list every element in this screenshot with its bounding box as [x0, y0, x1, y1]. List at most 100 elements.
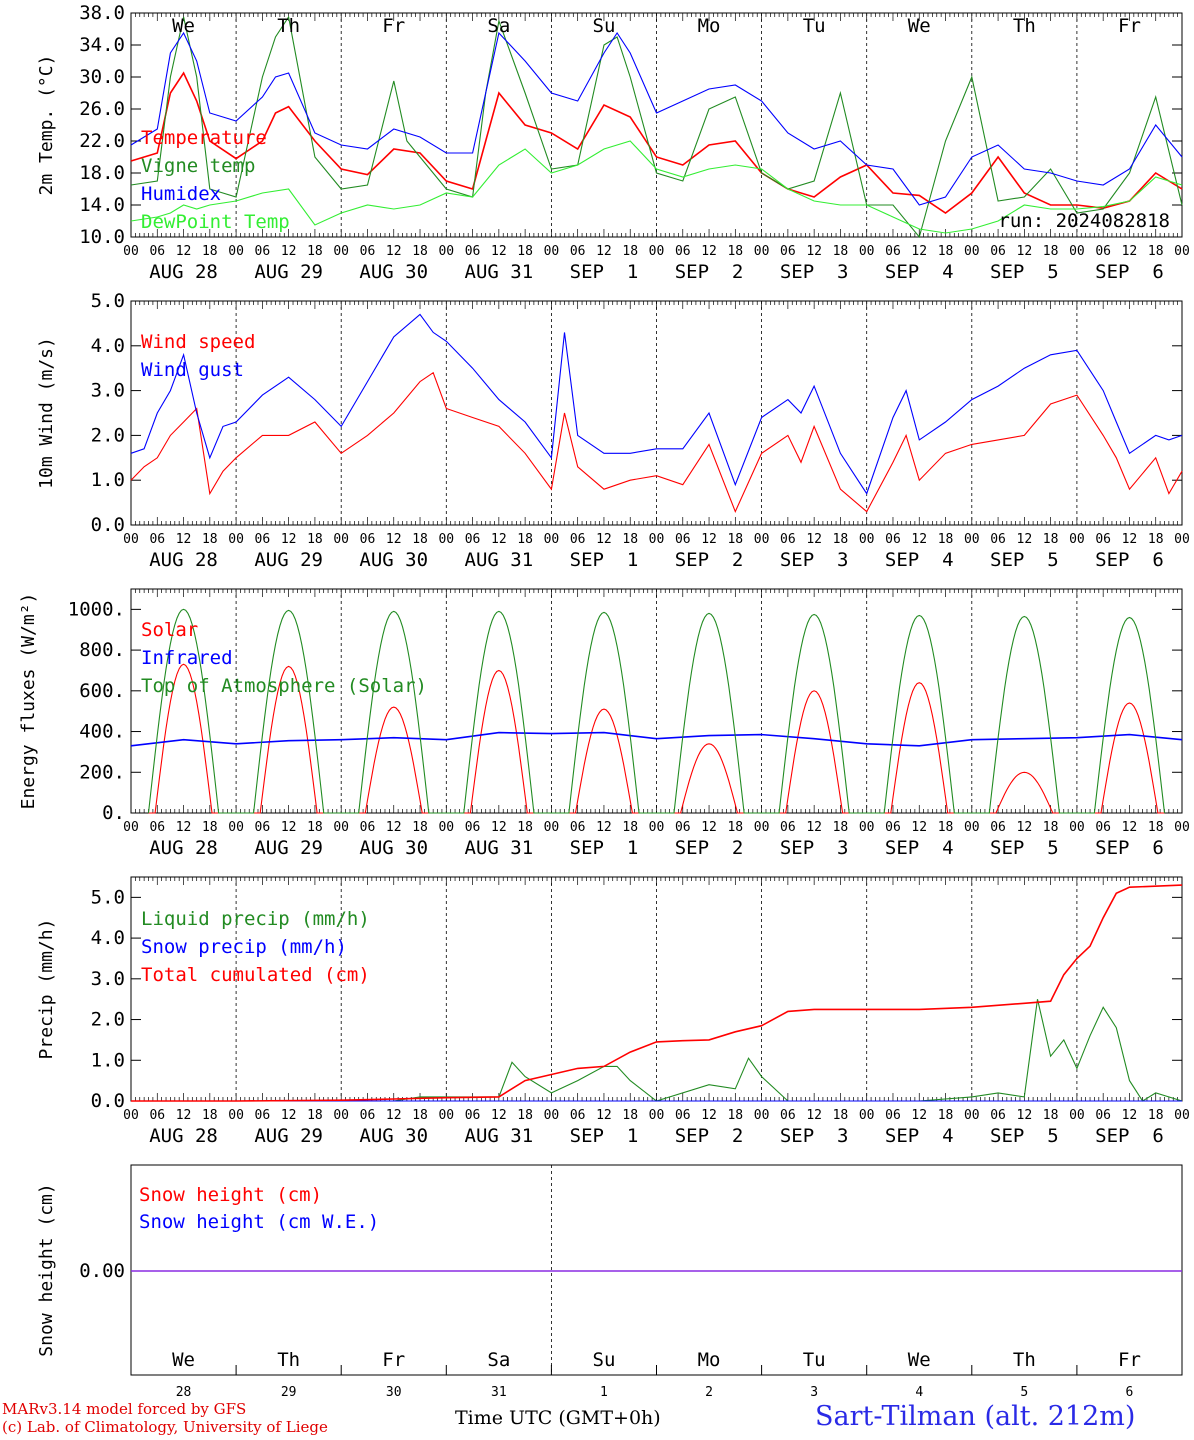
hour-tick-label: 00 — [333, 820, 349, 835]
hour-tick-label: 00 — [649, 244, 665, 259]
hour-tick-label: 06 — [465, 820, 481, 835]
day-label: SEP 5 — [990, 1125, 1059, 1147]
day-label: SEP 5 — [990, 549, 1059, 571]
day-label: AUG 29 — [254, 837, 323, 859]
hour-tick-label: 12 — [176, 1108, 192, 1123]
hour-tick-label: 06 — [990, 820, 1006, 835]
hour-tick-label: 06 — [149, 244, 165, 259]
day-label: AUG 29 — [254, 549, 323, 571]
hour-tick-label: 00 — [1069, 532, 1085, 547]
series-line-wind-speed — [130, 371, 1183, 514]
run-label: run: 2024082818 — [998, 210, 1170, 232]
y-tick-label: 0.00 — [79, 1260, 125, 1282]
hour-tick-label: 00 — [964, 1108, 980, 1123]
hour-tick-label: 00 — [1069, 820, 1085, 835]
hour-tick-label: 06 — [360, 532, 376, 547]
hour-tick-label: 18 — [622, 244, 638, 259]
hour-tick-label: 18 — [1148, 244, 1164, 259]
y-tick-label: 5.0 — [91, 886, 125, 908]
hour-tick-label: 00 — [438, 244, 454, 259]
hour-tick-label: 18 — [1043, 532, 1059, 547]
weekday-label: Th — [277, 1349, 300, 1371]
hour-tick-label: 18 — [412, 532, 428, 547]
hour-tick-label: 18 — [938, 244, 954, 259]
hour-tick-label: 06 — [149, 532, 165, 547]
day-label: SEP 2 — [675, 261, 744, 283]
hour-tick-label: 00 — [754, 820, 770, 835]
y-tick-label: 3.0 — [91, 968, 125, 990]
hour-tick-label: 12 — [386, 1108, 402, 1123]
footer-credit-line: (c) Lab. of Climatology, University of L… — [2, 1418, 328, 1436]
hour-tick-label: 12 — [281, 820, 297, 835]
legend-entry: Humidex — [141, 183, 221, 205]
legend-entry: Vigne temp — [141, 155, 255, 177]
panel-1-frame — [130, 300, 1183, 526]
hour-tick-label: 12 — [911, 820, 927, 835]
hour-tick-label: 06 — [780, 1108, 796, 1123]
weekday-label: Th — [277, 15, 300, 37]
y-tick-label: 0.0 — [91, 1090, 125, 1112]
day-label: AUG 28 — [149, 549, 218, 571]
panel-2-frame — [130, 588, 1183, 814]
y-tick-label: 38.0 — [79, 2, 125, 24]
series-line-infrared — [130, 731, 1183, 747]
hour-tick-label: 12 — [806, 820, 822, 835]
legend-entry: DewPoint Temp — [141, 211, 290, 233]
y-axis-label: 10m Wind (m/s) — [36, 337, 57, 489]
hour-tick-label: 00 — [544, 1108, 560, 1123]
hour-tick-label: 18 — [202, 532, 218, 547]
hour-tick-label: 06 — [1095, 1108, 1111, 1123]
hour-tick-label: 00 — [123, 244, 139, 259]
hour-tick-label: 06 — [885, 532, 901, 547]
hour-tick-label: 12 — [386, 244, 402, 259]
hour-tick-label: 18 — [1043, 820, 1059, 835]
hour-tick-label: 06 — [149, 820, 165, 835]
hour-tick-label: 18 — [202, 820, 218, 835]
y-axis-label: Energy fluxes (W/m²) — [18, 593, 39, 810]
day-label: SEP 6 — [1095, 549, 1164, 571]
hour-tick-label: 00 — [649, 532, 665, 547]
station-name: Sart-Tilman (alt. 212m) — [815, 1401, 1136, 1432]
hour-tick-label: 18 — [833, 244, 849, 259]
y-axis-label: 2m Temp. (°C) — [36, 55, 57, 196]
hour-tick-label: 06 — [990, 532, 1006, 547]
hour-tick-label: 12 — [281, 244, 297, 259]
hour-tick-label: 00 — [1069, 244, 1085, 259]
hour-tick-label: 06 — [780, 244, 796, 259]
hour-tick-label: 06 — [465, 1108, 481, 1123]
hour-tick-label: 00 — [123, 820, 139, 835]
weekday-label: Mo — [698, 15, 721, 37]
day-label: AUG 31 — [465, 261, 534, 283]
hour-tick-label: 12 — [596, 1108, 612, 1123]
day-label: AUG 29 — [254, 1125, 323, 1147]
hour-tick-label: 06 — [255, 532, 271, 547]
hour-tick-label: 18 — [307, 532, 323, 547]
x-axis-title: Time UTC (GMT+0h) — [455, 1407, 661, 1429]
hour-tick-label: 06 — [360, 244, 376, 259]
hour-tick-label: 00 — [1174, 1108, 1190, 1123]
hour-tick-label: 12 — [911, 1108, 927, 1123]
hour-tick-label: 00 — [859, 244, 875, 259]
weekday-label: We — [908, 15, 931, 37]
hour-tick-label: 06 — [570, 1108, 586, 1123]
hour-tick-label: 18 — [938, 532, 954, 547]
hour-tick-label: 00 — [123, 532, 139, 547]
y-tick-label: 22.0 — [79, 130, 125, 152]
y-tick-label: 34.0 — [79, 34, 125, 56]
hour-tick-label: 00 — [1174, 244, 1190, 259]
y-tick-label: 3.0 — [91, 380, 125, 402]
series-line-top-of-atmosphere-solar- — [147, 608, 1166, 814]
hour-tick-label: 06 — [570, 532, 586, 547]
hour-tick-label: 06 — [885, 1108, 901, 1123]
hour-tick-label: 12 — [176, 532, 192, 547]
legend-entry: Snow height (cm W.E.) — [139, 1211, 379, 1233]
hour-tick-label: 18 — [202, 1108, 218, 1123]
hour-tick-label: 00 — [228, 820, 244, 835]
hour-tick-label: 12 — [701, 244, 717, 259]
hour-tick-label: 18 — [1148, 820, 1164, 835]
hour-tick-label: 00 — [649, 1108, 665, 1123]
hour-tick-label: 18 — [412, 1108, 428, 1123]
legend-entry: Wind speed — [141, 331, 255, 353]
hour-tick-label: 06 — [360, 1108, 376, 1123]
day-label: AUG 30 — [359, 1125, 428, 1147]
